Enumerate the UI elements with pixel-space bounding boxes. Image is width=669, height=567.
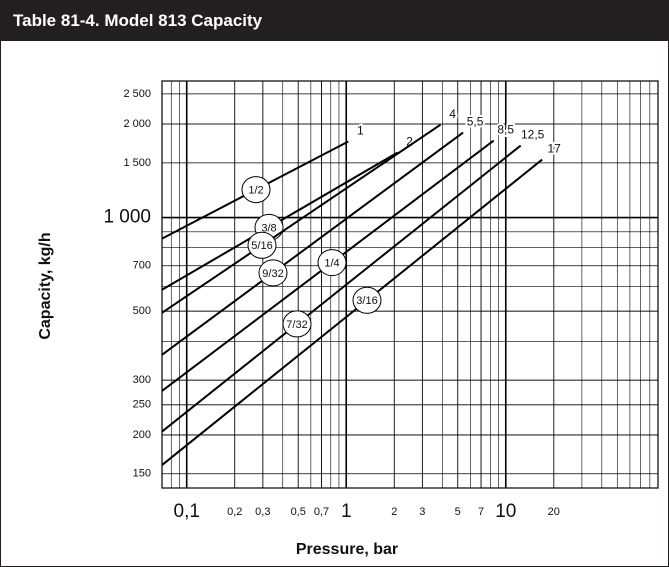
x-tick-label: 5 (455, 506, 461, 518)
end-label: 4 (449, 107, 456, 121)
header: Table 81-4. Model 813 Capacity (1, 1, 668, 41)
series-label: 9/32 (262, 268, 283, 280)
size-marker (258, 259, 288, 287)
y-tick-label: 700 (133, 260, 151, 272)
y-tick-label: 150 (133, 468, 151, 480)
y-tick-label: 200 (133, 429, 151, 441)
y-tick-label: 250 (133, 399, 151, 411)
x-tick-label: 7 (478, 506, 484, 518)
series-label: 1/4 (324, 258, 339, 270)
plot-frame (161, 80, 659, 489)
end-label: 1 (357, 124, 364, 138)
y-tick-label: 300 (133, 374, 151, 386)
size-marker (317, 249, 347, 277)
y-tick-label: 2 500 (123, 88, 151, 100)
size-marker (247, 231, 277, 259)
x-tick-label: 0,7 (314, 506, 329, 518)
end-label: 12,5 (521, 128, 545, 142)
x-axis-title: Pressure, bar (296, 541, 398, 558)
series-label: 7/32 (286, 319, 307, 331)
series-line (161, 131, 464, 356)
y-axis-title: Capacity, kg/h (37, 232, 54, 339)
series-line (161, 123, 442, 314)
x-tick-label: 0,1 (174, 501, 200, 522)
x-tick-label: 3 (419, 506, 425, 518)
series-line (161, 158, 543, 466)
series-line (161, 144, 522, 433)
size-marker (241, 176, 271, 204)
end-label: 17 (547, 142, 561, 156)
x-tick-label: 2 (391, 506, 397, 518)
series-label: 5/16 (251, 240, 272, 252)
x-tick-label: 0,5 (291, 506, 306, 518)
y-tick-label: 1 000 (103, 207, 151, 228)
end-label: 8,5 (497, 123, 514, 137)
x-tick-label: 0,3 (255, 506, 270, 518)
series-label: 1/2 (248, 185, 263, 197)
size-marker (352, 286, 382, 314)
series-label: 3/16 (356, 295, 377, 307)
y-tick-label: 2 000 (123, 118, 151, 130)
x-tick-label: 0,2 (227, 506, 242, 518)
size-marker (282, 310, 312, 338)
y-tick-label: 500 (133, 305, 151, 317)
x-tick-label: 20 (548, 506, 560, 518)
series-label: 3/8 (261, 222, 276, 234)
end-label: 5,5 (467, 115, 484, 129)
end-label: 2 (406, 135, 413, 149)
y-tick-label: 1 500 (123, 157, 151, 169)
x-tick-label: 10 (495, 501, 516, 522)
x-tick-label: 1 (341, 501, 352, 522)
